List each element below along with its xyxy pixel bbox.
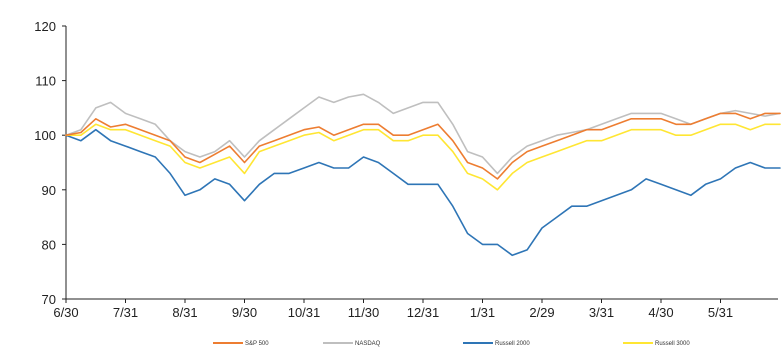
y-axis: 70 80 90 100 110 120: [34, 19, 67, 307]
x-tick-label: 5/31: [708, 305, 733, 320]
legend-label: Russell 3000: [655, 341, 690, 347]
y-tick-label: 90: [42, 183, 56, 198]
x-tick-label: 1/31: [470, 305, 495, 320]
series-line-s-p-500: [65, 112, 781, 180]
legend-label: Russell 2000: [495, 341, 530, 347]
y-tick-label: 80: [42, 237, 56, 252]
series-line-russell-3000: [65, 123, 781, 191]
x-axis: 6/30 7/31 8/31 9/30 10/31 11/30 12/31 1/31 2/29 3…: [53, 298, 778, 320]
y-tick-label: 120: [34, 19, 56, 34]
x-tick-label: 11/30: [348, 305, 380, 320]
x-tick-label: 4/30: [648, 305, 673, 320]
x-tick-label: 2/29: [529, 305, 554, 320]
legend-label: S&P 500: [245, 341, 269, 347]
x-tick-label: 3/31: [589, 305, 614, 320]
series-layer: [65, 93, 781, 257]
x-tick-label: 9/30: [232, 305, 257, 320]
x-tick-label: 12/31: [407, 305, 440, 320]
x-tick-label: 6/30: [53, 305, 78, 320]
x-tick-label: 7/31: [113, 305, 138, 320]
x-tick-label: 10/31: [288, 305, 321, 320]
legend-label: NASDAQ: [355, 341, 381, 347]
x-tick-label: 8/31: [172, 305, 197, 320]
y-tick-label: 110: [35, 74, 56, 89]
y-tick-label: 100: [34, 128, 56, 143]
series-line-russell-2000: [65, 128, 781, 257]
legend: S&P 500 NASDAQ Russell 2000 Russell 3000: [213, 341, 690, 347]
y-tick-label: 70: [42, 292, 56, 307]
series-line-nasdaq: [65, 93, 781, 175]
